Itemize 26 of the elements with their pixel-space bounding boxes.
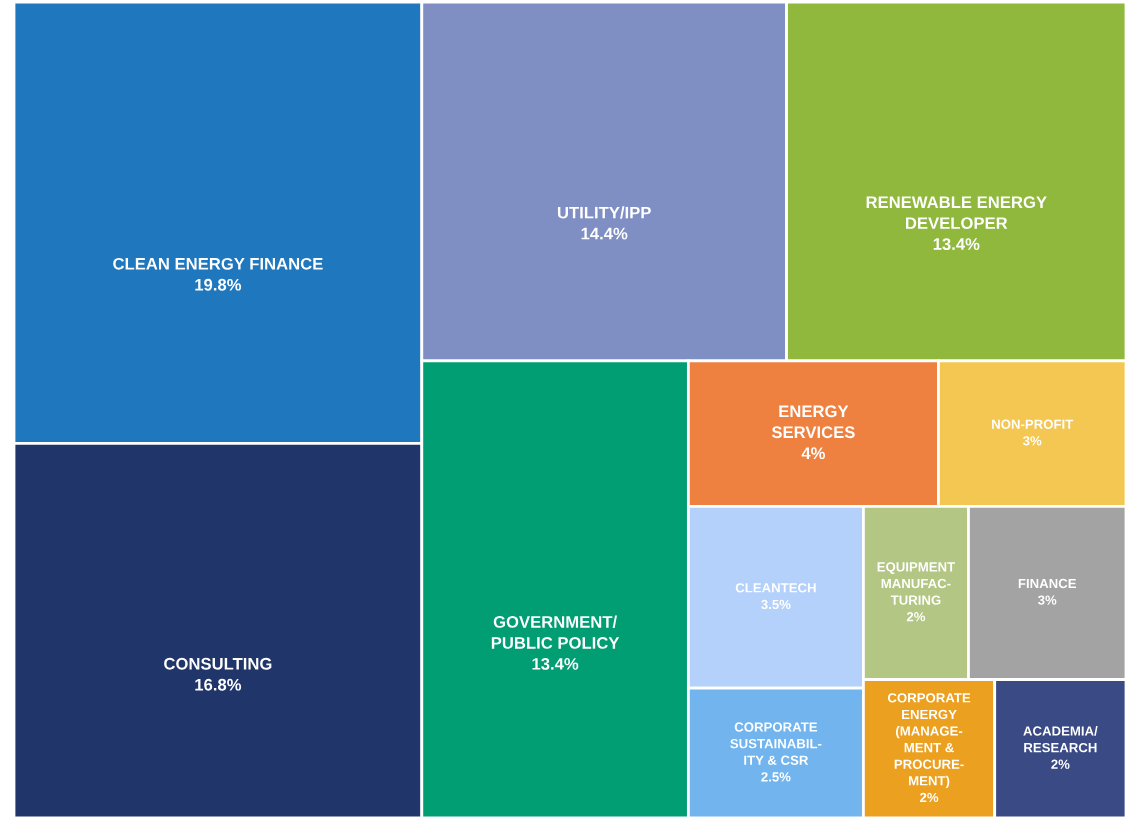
category-label: ENERGY SERVICES bbox=[771, 405, 855, 439]
data-label: 2% bbox=[1051, 759, 1070, 769]
category-label: NON-PROFIT bbox=[992, 419, 1074, 429]
data-label: 3.5% bbox=[761, 599, 791, 610]
data-label: 4% bbox=[801, 447, 826, 460]
category-label: FINANCE bbox=[1018, 578, 1077, 589]
category-label: CONSULTING bbox=[164, 657, 272, 670]
category-label: CORPORATE SUSTAINABIL- ITY & CSR bbox=[730, 722, 822, 765]
data-label: 14.4% bbox=[581, 227, 628, 240]
data-label: 2% bbox=[919, 792, 939, 803]
data-label: 2% bbox=[906, 612, 926, 622]
data-label: 16.8% bbox=[195, 678, 242, 691]
data-label: 13.4% bbox=[532, 657, 579, 670]
category-label: GOVERNMENT/ PUBLIC POLICY bbox=[491, 615, 620, 649]
data-label: 13.4% bbox=[933, 238, 980, 251]
data-label: 3% bbox=[1037, 595, 1057, 605]
category-label: EQUIPMENT MANUFAC- TURING bbox=[877, 562, 956, 605]
category-label: ACADEMIA/ RESEARCH bbox=[1023, 726, 1098, 753]
data-label: 19.8% bbox=[195, 278, 242, 291]
data-label: 3% bbox=[1022, 436, 1042, 446]
data-label: 2.5% bbox=[761, 772, 791, 782]
category-label: CORPORATE ENERGY (MANAGE- MENT & PROCURE- MENT) bbox=[887, 693, 971, 789]
category-label: RENEWABLE ENERGY DEVELOPER bbox=[866, 196, 1047, 230]
category-label: CLEAN ENERGY FINANCE bbox=[113, 257, 323, 270]
category-label: CLEANTECH bbox=[735, 583, 816, 593]
category-label: UTILITY/IPP bbox=[557, 206, 651, 219]
